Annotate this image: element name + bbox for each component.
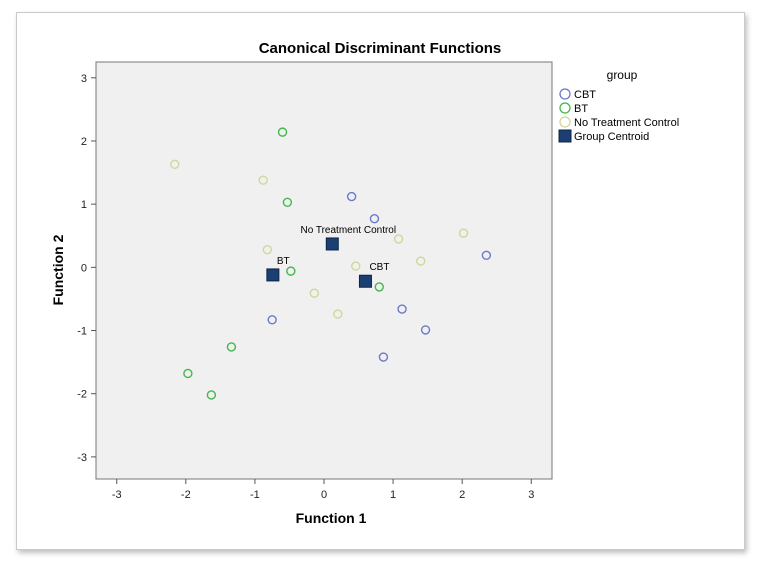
centroid-cbt [358, 274, 372, 288]
point-no-treatment-control [458, 228, 469, 238]
legend-marker-group-centroid [558, 129, 572, 143]
point-bt [286, 266, 296, 276]
chart-frame: Canonical Discriminant Functions Functio… [16, 12, 745, 550]
centroid-label: BT [277, 256, 290, 267]
centroid-no-treatment-control [325, 237, 339, 251]
point-bt [277, 127, 288, 137]
point-cbt [369, 213, 380, 224]
point-bt [226, 342, 237, 352]
plot-area [95, 61, 553, 480]
legend-label-bt: BT [574, 103, 588, 115]
y-tick-label: 2 [81, 136, 87, 148]
point-cbt [267, 315, 277, 325]
point-bt [206, 390, 217, 400]
x-tick-label: 0 [321, 489, 327, 501]
y-tick-label: -1 [77, 326, 87, 338]
y-axis-label: Function 2 [50, 234, 66, 305]
legend-marker-cbt [559, 88, 571, 100]
point-cbt [481, 250, 492, 261]
point-no-treatment-control [170, 159, 180, 170]
centroid-label: No Treatment Control [300, 225, 396, 236]
legend-label-cbt: CBT [574, 89, 596, 101]
x-tick-label: 3 [528, 489, 534, 501]
point-cbt [420, 325, 431, 335]
legend-label-group-centroid: Group Centroid [574, 131, 649, 143]
x-tick-label: 2 [459, 489, 465, 501]
x-tick-label: 1 [390, 489, 396, 501]
legend-label-no-treatment-control: No Treatment Control [574, 117, 679, 129]
x-axis-label: Function 1 [296, 510, 367, 526]
legend: group CBT BT No Treatment Control Group Cent… [558, 68, 679, 143]
data-marks: No Treatment Control BT CBT [170, 127, 492, 400]
centroid-label: CBT [369, 262, 389, 273]
legend-title: group [607, 68, 638, 82]
point-no-treatment-control [351, 261, 361, 271]
legend-marker-no-treatment-control [559, 116, 571, 128]
point-no-treatment-control [333, 309, 343, 319]
centroid-bt [266, 268, 280, 282]
y-tick-label: 1 [81, 199, 87, 211]
point-no-treatment-control [309, 288, 320, 298]
y-tick-label: 0 [81, 262, 87, 274]
point-bt [183, 368, 193, 379]
point-no-treatment-control [416, 256, 426, 266]
point-bt [282, 197, 293, 207]
point-cbt [397, 304, 407, 314]
x-tick-label: -2 [181, 489, 191, 501]
y-tick-label: -3 [77, 452, 87, 464]
x-tick-label: -1 [250, 489, 260, 501]
point-bt [374, 282, 384, 292]
y-tick-label: -2 [77, 389, 87, 401]
scatter-chart: Canonical Discriminant Functions Functio… [50, 40, 679, 526]
point-no-treatment-control [393, 234, 404, 244]
chart-title: Canonical Discriminant Functions [259, 40, 502, 57]
x-tick-label: -3 [112, 489, 122, 501]
axes: -3 -2 -1 0 1 2 3 -3 -2 -1 0 1 2 3 [77, 73, 534, 501]
point-cbt [346, 191, 357, 202]
point-cbt [378, 352, 389, 362]
point-no-treatment-control [262, 244, 273, 255]
point-no-treatment-control [258, 175, 268, 185]
legend-marker-bt [559, 102, 571, 114]
y-tick-label: 3 [81, 73, 87, 85]
